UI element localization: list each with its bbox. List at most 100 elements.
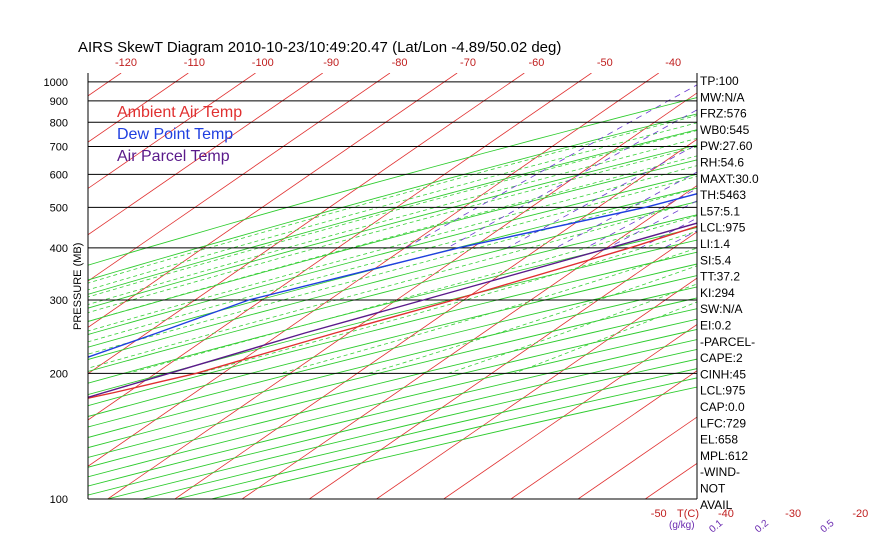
mixing-ratio-line [744, 73, 870, 248]
index-label: AVAIL [700, 498, 733, 512]
profile-lines [88, 192, 697, 399]
moist-adiabat-line [88, 165, 697, 332]
isotherm-line [309, 231, 697, 499]
dry-adiabat-line [88, 187, 697, 348]
index-label: RH:54.6 [700, 156, 744, 170]
y-axis-label: PRESSURE (MB) [72, 243, 84, 330]
dry-adiabat-line [88, 129, 697, 295]
isotherm-line [88, 73, 391, 282]
bottom-temp-unit: T(C) [677, 508, 699, 520]
index-label: MPL:612 [700, 449, 748, 463]
isotherm-line [88, 73, 592, 421]
dry-adiabat-line [88, 214, 697, 372]
index-label: TH:5463 [700, 188, 746, 202]
moist-adiabat-line [88, 146, 697, 314]
dry-adiabat-line [88, 201, 697, 360]
index-label: LI:1.4 [700, 237, 730, 251]
mixing-ratio-line [405, 84, 697, 249]
mixing-ratio-line [507, 144, 697, 249]
isotherm-line [443, 323, 697, 499]
dry-adiabat-line [88, 159, 697, 322]
index-label: MW:N/A [700, 90, 744, 104]
top-temp-tick-label: -90 [323, 57, 339, 69]
mixing-ratio-line [555, 171, 697, 249]
stability-indices: TP:100 MW:N/A FRZ:576 WB0:545 PW:27.60 RH:54.… [700, 74, 759, 512]
legend: Ambient Air Temp Dew Point Temp Air Parcel… [117, 104, 242, 165]
moist-adiabat-line [88, 200, 697, 369]
index-label: KI:294 [700, 286, 735, 300]
index-label: CINH:45 [700, 367, 746, 381]
top-temp-tick-label: -80 [392, 57, 408, 69]
index-label: NOT [700, 482, 726, 496]
index-label: SI:5.4 [700, 253, 732, 267]
dry-adiabat-line [88, 173, 697, 335]
mixing-ratio-line [850, 73, 870, 248]
dry-adiabat-line [88, 275, 697, 428]
pressure-tick-label: 300 [50, 295, 68, 307]
mixing-ratio-label: 0.2 [753, 518, 771, 536]
legend-entry: Air Parcel Temp [117, 148, 230, 165]
pressure-tick-label: 200 [50, 368, 68, 380]
mixing-ratio-line [782, 73, 870, 248]
isotherm-line [577, 416, 697, 499]
mixing-ratio-line [761, 73, 870, 248]
dry-adiabat-line [88, 308, 697, 458]
top-temp-tick-label: -70 [460, 57, 476, 69]
moist-adiabat-line [88, 115, 697, 284]
legend-entry: Ambient Air Temp [117, 104, 242, 121]
index-label: CAPE:2 [700, 351, 743, 365]
index-label: CAP:0.0 [700, 400, 745, 414]
mixing-ratio-line [640, 217, 697, 249]
pressure-tick-label: 100 [50, 494, 68, 506]
mixing-ratio-line [832, 73, 870, 248]
pressure-tick-label: 500 [50, 202, 68, 214]
pressure-tick-label: 1000 [44, 77, 68, 89]
index-label: LFC:729 [700, 416, 746, 430]
dry-adiabat-line [88, 251, 697, 407]
index-label: PW:27.60 [700, 139, 753, 153]
profile-line [88, 192, 697, 358]
isotherm-line [510, 370, 697, 499]
isotherm-line [88, 73, 323, 236]
isotherm-line [107, 92, 697, 499]
dry-adiabat-line [88, 263, 697, 417]
isotherm-line [645, 462, 697, 499]
mixing-ratio-line [810, 73, 870, 248]
mixing-ratio-label: 0.1 [707, 518, 725, 536]
top-temp-tick-label: -60 [528, 57, 544, 69]
dry-adiabat-line [88, 239, 697, 395]
isotherm-line [88, 73, 122, 97]
dry-adiabat-line [88, 144, 697, 309]
top-temp-tick-label: -110 [184, 57, 205, 69]
mixing-ratio-line [724, 73, 870, 248]
top-temp-tick-label: -120 [115, 57, 137, 69]
isotherm-line [88, 73, 659, 467]
dry-adiabat-line [88, 97, 697, 266]
isotherm-line [376, 277, 697, 499]
moist-adiabat-line [88, 122, 697, 291]
isotherm-line [0, 73, 54, 499]
index-label: FRZ:576 [700, 107, 747, 121]
index-label: -PARCEL- [700, 335, 755, 349]
index-label: L57:5.1 [700, 204, 740, 218]
isotherm-line [88, 73, 256, 189]
index-label: EL:658 [700, 433, 738, 447]
dry-adiabat-line [88, 113, 697, 281]
bottom-temp-tick-label: -30 [785, 508, 801, 520]
index-label: EI:0.2 [700, 319, 732, 333]
top-temp-tick-label: -40 [665, 57, 681, 69]
dry-adiabat-line [88, 297, 697, 449]
index-label: LCL:975 [700, 221, 746, 235]
pressure-tick-label: 600 [50, 169, 68, 181]
index-label: TT:37.2 [700, 270, 740, 284]
dry-adiabat-line [176, 377, 697, 499]
isotherm-line [88, 73, 458, 328]
chart-title: AIRS SkewT Diagram 2010-10-23/10:49:20.4… [78, 39, 561, 56]
mixing-ratio-label: 0.5 [819, 518, 837, 536]
pressure-tick-label: 700 [50, 141, 68, 153]
top-temp-tick-label: -100 [252, 57, 274, 69]
profile-line [88, 225, 697, 399]
dry-adiabat-line [88, 286, 697, 438]
index-label: -WIND- [700, 465, 740, 479]
